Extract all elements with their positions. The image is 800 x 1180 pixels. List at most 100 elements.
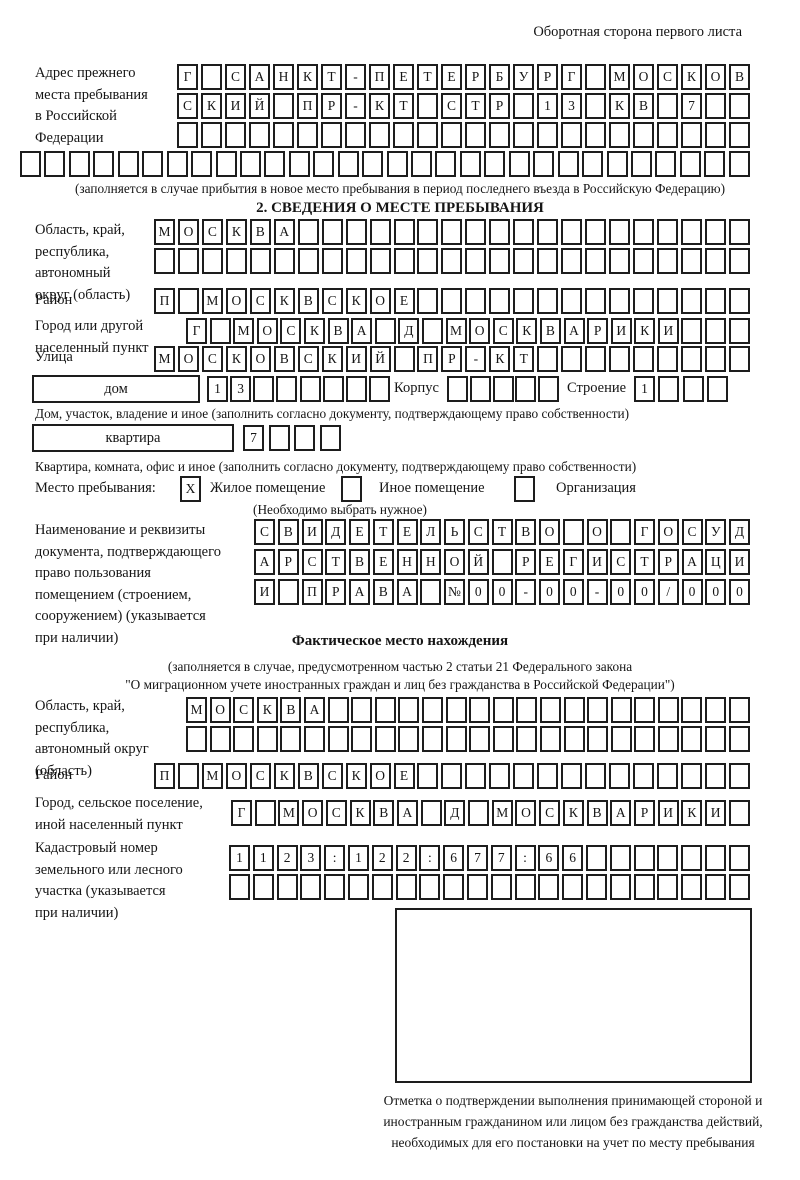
char-cell[interactable]: И [705,800,727,826]
char-cell[interactable] [682,376,704,402]
char-cell[interactable]: Р [587,318,609,344]
char-cell[interactable]: Г [177,64,198,90]
char-cell[interactable] [369,122,390,148]
char-cell[interactable]: В [249,219,271,245]
char-cell[interactable] [561,248,583,274]
char-cell[interactable]: У [513,64,534,90]
char-cell[interactable] [297,122,318,148]
char-cell[interactable] [276,874,298,900]
char-cell[interactable] [445,726,467,752]
char-cell[interactable] [681,726,703,752]
char-cell[interactable] [201,248,223,274]
char-cell[interactable] [728,318,750,344]
char-cell[interactable] [327,697,349,723]
char-cell[interactable] [191,151,213,177]
char-cell[interactable]: С [321,763,343,789]
char-cell[interactable] [585,288,607,314]
char-cell[interactable] [419,874,441,900]
char-cell[interactable]: К [609,93,630,119]
char-cell[interactable] [417,288,439,314]
char-cell[interactable]: - [345,93,366,119]
char-cell[interactable] [728,763,750,789]
char-cell[interactable]: Р [277,549,299,575]
char-cell[interactable]: В [586,800,608,826]
char-cell[interactable] [681,874,703,900]
char-cell[interactable] [513,248,535,274]
char-cell[interactable]: А [349,579,370,605]
char-cell[interactable] [537,288,559,314]
char-cell[interactable]: П [297,93,318,119]
char-cell[interactable]: С [657,64,678,90]
char-cell[interactable] [445,697,467,723]
char-cell[interactable] [441,122,462,148]
char-cell[interactable]: - [465,346,487,372]
char-cell[interactable] [68,151,90,177]
char-cell[interactable] [537,122,558,148]
char-cell[interactable]: К [225,346,247,372]
char-cell[interactable] [658,376,680,402]
char-cell[interactable] [704,288,726,314]
char-cell[interactable] [537,219,559,245]
char-cell[interactable]: Р [321,93,342,119]
char-cell[interactable] [514,874,536,900]
char-cell[interactable] [398,697,420,723]
char-cell[interactable] [468,800,490,826]
char-cell[interactable]: 6 [443,845,465,871]
char-cell[interactable]: А [396,800,418,826]
char-cell[interactable] [297,248,319,274]
char-cell[interactable] [657,248,679,274]
char-cell[interactable]: С [492,318,514,344]
char-cell[interactable]: К [345,288,367,314]
char-cell[interactable] [233,726,255,752]
char-cell[interactable]: О [539,519,560,545]
char-cell[interactable]: Б [489,64,510,90]
char-cell[interactable] [466,874,488,900]
char-cell[interactable]: В [280,697,302,723]
char-cell[interactable]: В [633,93,654,119]
char-cell[interactable]: И [657,800,679,826]
char-cell[interactable]: А [610,800,632,826]
char-cell[interactable]: 2 [276,845,298,871]
char-cell[interactable]: С [254,519,275,545]
char-cell[interactable] [704,845,726,871]
char-cell[interactable] [393,346,415,372]
char-cell[interactable]: О [444,549,465,575]
char-cell[interactable]: Е [393,763,415,789]
char-cell[interactable] [610,519,632,545]
char-cell[interactable]: К [345,763,367,789]
char-cell[interactable] [303,726,325,752]
char-cell[interactable] [489,288,511,314]
char-cell[interactable] [657,726,679,752]
char-cell[interactable] [421,697,443,723]
char-cell[interactable] [728,845,750,871]
char-cell[interactable] [420,800,442,826]
char-cell[interactable] [610,697,632,723]
char-cell[interactable]: Т [393,93,414,119]
char-cell[interactable]: К [369,93,390,119]
char-cell[interactable] [609,874,631,900]
char-cell[interactable]: 0 [562,579,584,605]
char-cell[interactable]: 2 [371,845,393,871]
char-cell[interactable]: 0 [634,579,655,605]
char-cell[interactable]: С [321,288,343,314]
char-cell[interactable]: О [633,64,654,90]
char-cell[interactable] [585,93,606,119]
char-cell[interactable]: Т [513,346,535,372]
char-cell[interactable] [679,151,701,177]
char-cell[interactable] [209,318,231,344]
char-cell[interactable]: Т [372,519,394,545]
char-cell[interactable] [411,151,432,177]
char-cell[interactable] [321,122,342,148]
char-cell[interactable] [557,151,579,177]
char-cell[interactable]: А [254,549,275,575]
char-cell[interactable]: 1 [537,93,558,119]
char-cell[interactable]: О [302,800,324,826]
char-cell[interactable] [268,425,290,451]
char-cell[interactable] [728,874,750,900]
char-cell[interactable]: : [419,845,441,871]
char-cell[interactable] [465,288,487,314]
char-cell[interactable]: К [225,219,247,245]
char-cell[interactable] [435,151,457,177]
char-cell[interactable]: Р [441,346,463,372]
char-cell[interactable] [20,151,41,177]
